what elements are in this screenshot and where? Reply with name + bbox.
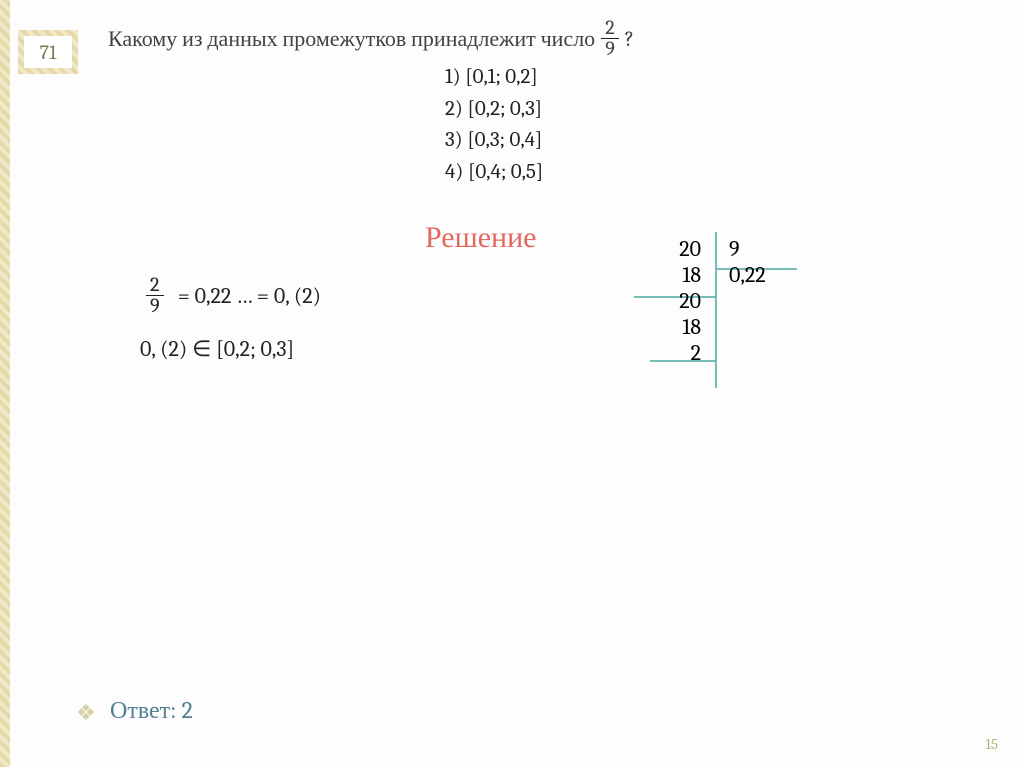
- problem-number: 71: [24, 36, 72, 68]
- fraction-numerator: 2: [601, 18, 618, 39]
- worked-frac-den: 9: [146, 296, 164, 316]
- question-fraction: 2 9: [601, 18, 619, 59]
- worked-frac-num: 2: [146, 275, 163, 296]
- worked-line-2: 0, (2) ∈ [0,2; 0,3]: [140, 336, 321, 362]
- ld-dividend: 20: [625, 236, 715, 262]
- question-text: Какому из данных промежутков принадлежит…: [108, 18, 634, 59]
- option-2: 2) [0,2; 0,3]: [445, 94, 543, 126]
- option-3: 3) [0,3; 0,4]: [445, 125, 543, 157]
- bullet-diamond-icon: ❖: [76, 700, 96, 726]
- ld-sub1: 18: [625, 262, 715, 288]
- worked-solution: 2 9 = 0,22 … = 0, (2) 0, (2) ∈ [0,2; 0,3…: [140, 275, 321, 362]
- ld-sub2: 18: [625, 314, 715, 340]
- solution-heading: Решение: [425, 220, 536, 255]
- option-4: 4) [0,4; 0,5]: [445, 157, 543, 189]
- ld-rem1: 20: [625, 288, 715, 314]
- option-1: 1) [0,1; 0,2]: [445, 62, 543, 94]
- page-number: 15: [985, 735, 998, 753]
- problem-number-badge: 71: [18, 30, 78, 74]
- fraction-denominator: 9: [601, 39, 619, 59]
- ld-divisor: 9: [715, 236, 785, 262]
- question-suffix: ?: [625, 26, 634, 52]
- question-prefix: Какому из данных промежутков принадлежит…: [108, 26, 595, 52]
- decorative-left-border: [0, 0, 10, 767]
- ld-quot: 0,22: [715, 262, 785, 288]
- worked-line-1: 2 9 = 0,22 … = 0, (2): [140, 275, 321, 316]
- final-answer: Ответ: 2: [110, 696, 193, 725]
- long-division: 20 9 18 0,22 20 18 2: [625, 236, 785, 366]
- worked-eq1: = 0,22 … = 0, (2): [178, 283, 322, 309]
- answer-options: 1) [0,1; 0,2] 2) [0,2; 0,3] 3) [0,3; 0,4…: [445, 62, 543, 188]
- ld-rem2: 2: [625, 340, 715, 366]
- worked-fraction: 2 9: [146, 275, 164, 316]
